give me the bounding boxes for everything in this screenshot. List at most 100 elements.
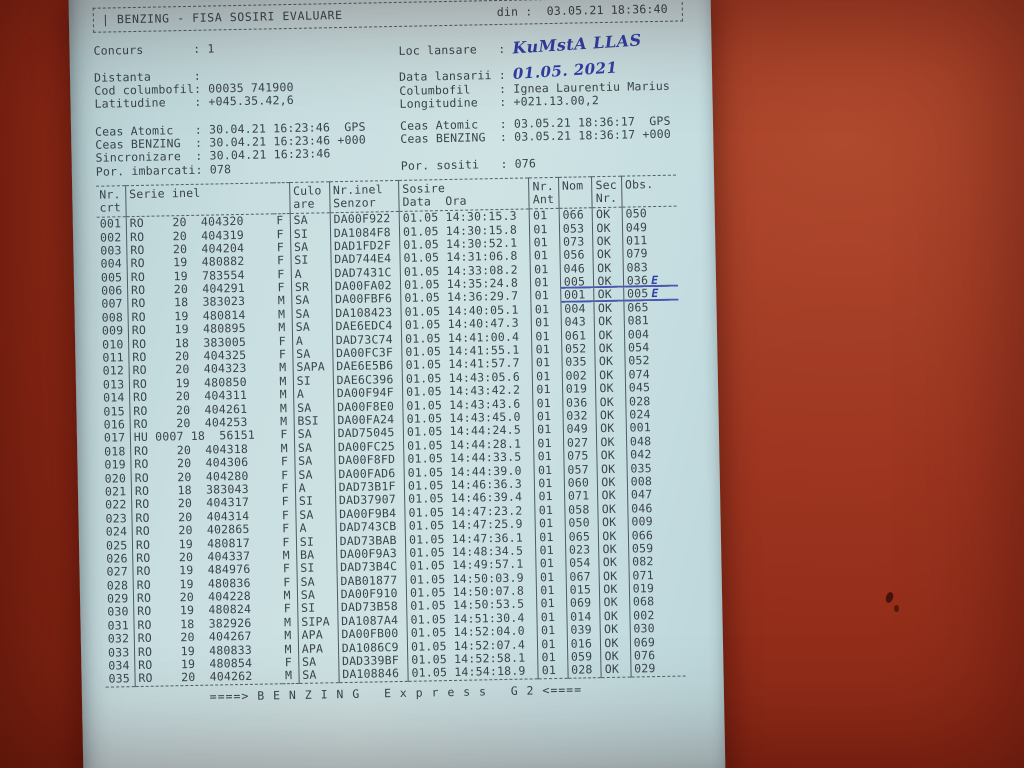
antenna-number: 01	[538, 664, 568, 679]
antenna-number: 01	[533, 436, 564, 451]
security-status: OK	[598, 515, 629, 530]
observation: 001	[625, 420, 681, 436]
sensor-ring: DA00FC3F	[332, 345, 403, 361]
ring-series: RO 20 404262	[134, 669, 283, 687]
results-table-body: 001 RO 20 404320 F SA DA00F922 01.05 14:…	[97, 206, 686, 687]
security-status: OK	[592, 207, 623, 222]
observation: 069	[630, 635, 686, 650]
nomination: 046	[559, 261, 594, 276]
sensor-ring: DA108423	[331, 305, 402, 321]
nomination: 015	[566, 583, 600, 598]
row-number: 020	[104, 471, 127, 486]
row-number: 021	[104, 484, 127, 499]
results-table: Nr. crt Serie inel Culo are Nr.inel Senzor …	[96, 174, 686, 688]
background-speck	[894, 605, 899, 612]
sex: M	[279, 374, 287, 389]
antenna-number: 01	[535, 516, 566, 531]
observation: 042	[626, 447, 682, 463]
pen-note	[654, 595, 657, 609]
sensor-ring: DA00F9A3	[336, 546, 406, 562]
row-number: 013	[102, 377, 125, 392]
pen-note	[651, 407, 654, 421]
sex: F	[283, 602, 292, 616]
observation: 028	[625, 394, 681, 409]
antenna-number: 01	[529, 222, 560, 237]
nomination: 039	[566, 623, 601, 638]
row-number: 015	[103, 404, 125, 419]
nomination: 014	[566, 609, 601, 624]
color: APA	[298, 641, 339, 656]
security-status: OK	[599, 555, 629, 570]
color: BA	[296, 548, 337, 563]
row-number: 033	[107, 645, 130, 660]
observation: 054	[624, 340, 680, 355]
observation: 076	[630, 648, 686, 663]
title-box: | BENZING - FISA SOSIRI EVALUARE din : 0…	[92, 0, 684, 33]
antenna-number: 01	[531, 329, 562, 344]
nomination: 028	[567, 663, 602, 678]
observation: 008	[627, 474, 683, 489]
observation: 045	[625, 380, 681, 396]
sex: M	[284, 669, 293, 683]
color: SI	[296, 561, 337, 576]
sensor-ring: DA00F910	[337, 586, 407, 602]
sensor-ring: DA00F922	[329, 211, 400, 227]
sensor-ring: DAE6E5B6	[332, 359, 403, 374]
observation: 066	[628, 527, 684, 543]
security-status: OK	[594, 328, 625, 343]
sensor-ring: DA00F9B4	[335, 506, 406, 522]
sex: F	[282, 521, 290, 536]
nomination: 075	[563, 449, 598, 464]
nomination: 027	[563, 435, 598, 450]
security-status: OK	[600, 649, 631, 664]
nomination: 035	[561, 355, 596, 370]
security-status: OK	[595, 381, 626, 396]
handwritten-launch-date: 01.05. 2021	[512, 58, 618, 84]
sensor-ring: DAE6C396	[332, 372, 403, 388]
color: SA	[295, 507, 336, 522]
security-status: OK	[601, 662, 631, 678]
nomination: 053	[559, 221, 593, 236]
color: A	[295, 521, 337, 536]
pen-note: E	[651, 273, 659, 288]
antenna-number: 01	[537, 623, 568, 638]
security-status: OK	[600, 636, 631, 651]
antenna-number: 01	[532, 369, 563, 384]
nomination: 058	[564, 502, 599, 517]
color: SA	[291, 307, 332, 322]
color: SR	[291, 280, 332, 295]
sensor-ring: DA1084F8	[330, 225, 400, 241]
nomination: 032	[562, 409, 597, 424]
sensor-ring: DAD743CB	[335, 519, 406, 535]
nomination: 019	[562, 382, 597, 397]
sex: M	[279, 401, 288, 415]
security-status: OK	[596, 435, 627, 450]
color: SA	[292, 320, 333, 335]
sensor-ring: DAD73BAB	[336, 533, 406, 549]
security-status: OK	[598, 542, 629, 557]
antenna-number: 01	[531, 316, 562, 330]
clock-left: Ceas Atomic : 30.04.21 16:23:46 GPS Ceas …	[94, 119, 367, 179]
color: SI	[290, 226, 331, 241]
row-number: 035	[108, 672, 131, 686]
row-number: 006	[100, 284, 123, 298]
row-number: 014	[103, 391, 125, 405]
contest-info-left: Concurs : 1 Distanta : Cod columbofil: 00…	[93, 41, 295, 111]
contest-info-section: Concurs : 1 Distanta : Cod columbofil: 00…	[93, 31, 686, 117]
sensor-ring: DAD339BF	[338, 653, 408, 669]
pen-note: E	[651, 286, 659, 301]
security-status: OK	[598, 502, 628, 517]
pen-note	[653, 541, 656, 555]
security-status: OK	[597, 448, 627, 463]
sensor-ring: DA1087A4	[337, 613, 408, 629]
nomination: 057	[563, 462, 598, 477]
color: SA	[298, 655, 339, 670]
security-status: OK	[600, 609, 630, 624]
security-status: OK	[599, 582, 630, 597]
row-number: 030	[107, 605, 129, 620]
nomination: 059	[567, 650, 602, 665]
row-number: 031	[107, 618, 130, 633]
sex: F	[281, 495, 289, 509]
observation: 071	[628, 568, 684, 583]
sex: M	[278, 321, 286, 335]
